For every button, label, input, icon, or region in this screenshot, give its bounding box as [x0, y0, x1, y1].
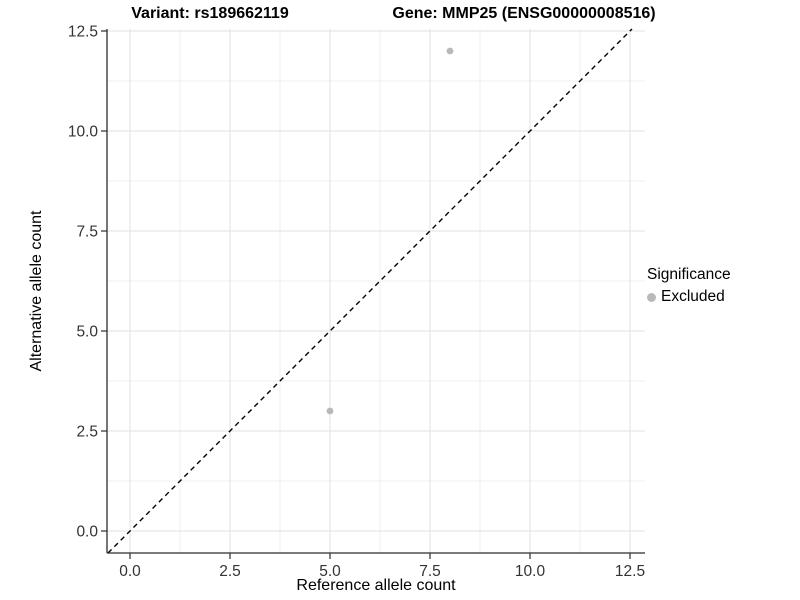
y-tick-label: 5.0: [76, 324, 98, 341]
y-tick-label: 2.5: [76, 424, 98, 441]
identity-line: [107, 28, 633, 554]
y-tick-label: 7.5: [76, 224, 98, 241]
x-tick-label: 5.0: [319, 563, 341, 580]
y-tick-label: 12.5: [68, 24, 98, 41]
x-axis-title: Reference allele count: [296, 577, 456, 594]
legend-item-label: Excluded: [661, 288, 725, 305]
plot-title-variant: Variant: rs189662119: [131, 5, 289, 22]
excluded-point-icon: [647, 292, 656, 302]
plot-title-gene: Gene: MMP25 (ENSG00000008516): [392, 5, 656, 22]
data-point: [446, 47, 454, 55]
x-tick-label: 12.5: [615, 563, 645, 580]
x-tick-label: 10.0: [515, 563, 546, 580]
legend-title: Significance: [647, 266, 731, 283]
x-tick-label: 7.5: [419, 563, 441, 580]
legend-item-excluded: Excluded: [647, 288, 731, 306]
legend: Significance Excluded: [647, 266, 731, 306]
y-tick-label: 0.0: [76, 524, 98, 541]
x-tick-label: 2.5: [219, 563, 241, 580]
y-axis-title: Alternative allele count: [28, 210, 45, 372]
y-tick-label: 10.0: [68, 124, 99, 141]
data-point: [326, 407, 334, 415]
x-tick-label: 0.0: [119, 563, 141, 580]
